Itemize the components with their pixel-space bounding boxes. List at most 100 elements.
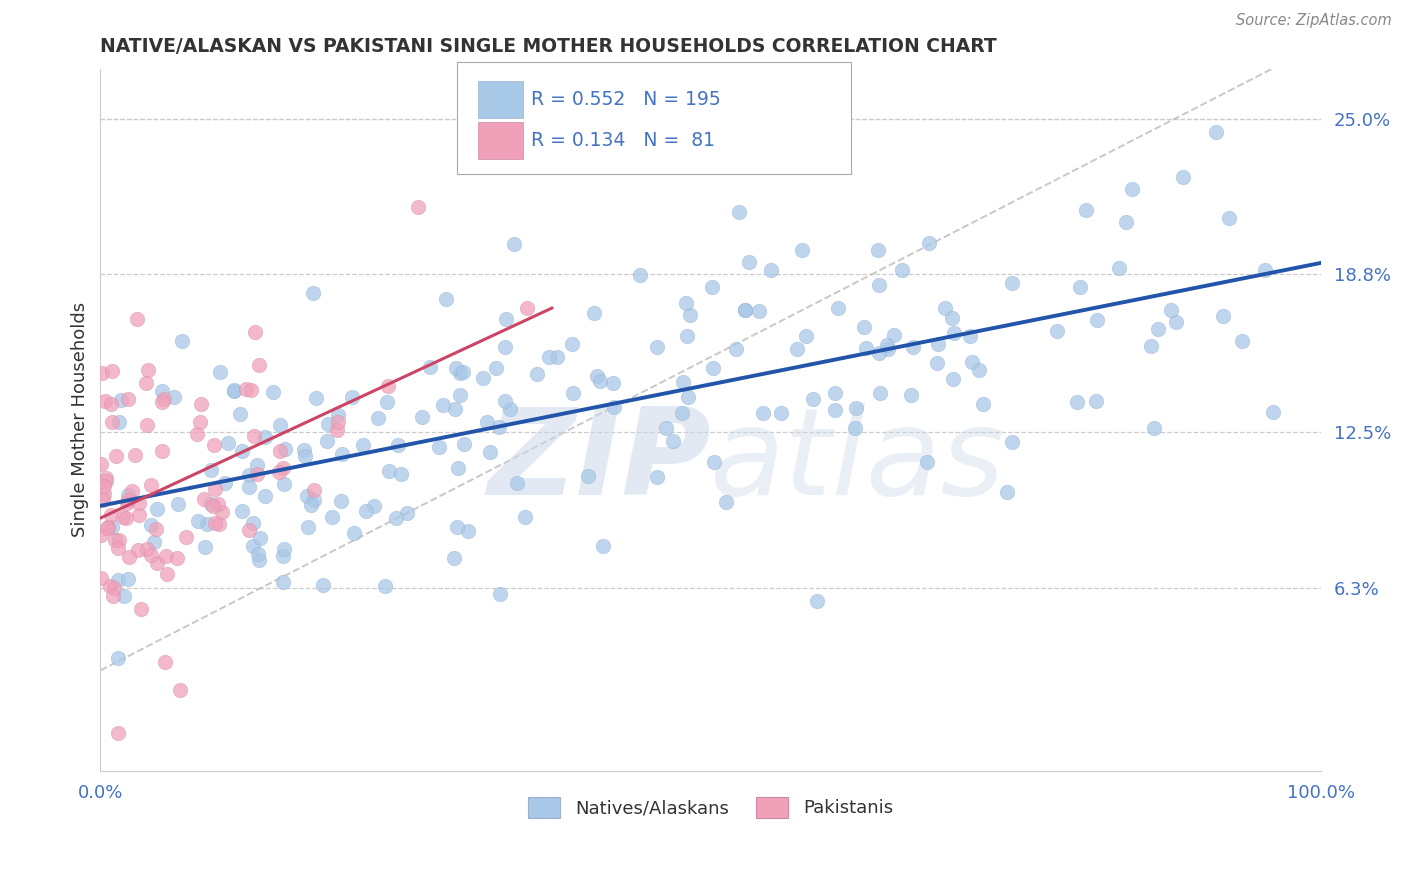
- Point: [352, 438, 374, 452]
- Point: [589, 374, 612, 388]
- Point: [302, 493, 325, 508]
- Point: [1076, 202, 1098, 217]
- Point: [506, 475, 529, 490]
- Point: [891, 263, 914, 277]
- Point: [115, 511, 138, 525]
- Point: [645, 470, 668, 484]
- Point: [326, 409, 349, 423]
- Point: [655, 421, 678, 435]
- Point: [883, 327, 905, 342]
- Point: [271, 574, 294, 589]
- Text: ZIP: ZIP: [486, 403, 710, 520]
- Point: [217, 435, 239, 450]
- Point: [228, 407, 250, 421]
- Point: [193, 491, 215, 506]
- Point: [972, 397, 994, 411]
- Point: [592, 539, 614, 553]
- Point: [603, 400, 626, 414]
- Point: [446, 520, 468, 534]
- Point: [98, 579, 121, 593]
- Point: [262, 385, 284, 400]
- Point: [585, 369, 607, 384]
- Point: [1001, 277, 1024, 291]
- Point: [737, 255, 759, 269]
- Point: [714, 495, 737, 509]
- Point: [202, 499, 225, 513]
- Point: [385, 511, 408, 525]
- Point: [107, 541, 129, 555]
- Point: [107, 573, 129, 587]
- Point: [235, 383, 257, 397]
- Point: [676, 391, 699, 405]
- Point: [363, 500, 385, 514]
- Point: [406, 200, 429, 214]
- Point: [1108, 260, 1130, 275]
- Point: [238, 523, 260, 537]
- Point: [582, 306, 605, 320]
- Point: [427, 440, 450, 454]
- Point: [1164, 315, 1187, 329]
- Point: [1212, 310, 1234, 324]
- Point: [901, 340, 924, 354]
- Point: [111, 510, 134, 524]
- Point: [239, 383, 262, 397]
- Point: [675, 296, 697, 310]
- Point: [855, 341, 877, 355]
- Point: [387, 438, 409, 452]
- Point: [419, 359, 441, 374]
- Point: [526, 367, 548, 381]
- Point: [942, 326, 965, 340]
- Point: [305, 391, 328, 405]
- Point: [269, 417, 291, 432]
- Point: [271, 549, 294, 564]
- Point: [90, 366, 112, 380]
- Text: atlas: atlas: [710, 403, 1005, 520]
- Point: [801, 392, 824, 406]
- Point: [246, 547, 269, 561]
- Point: [377, 379, 399, 393]
- Point: [488, 420, 510, 434]
- Point: [1254, 262, 1277, 277]
- Point: [127, 312, 149, 326]
- Point: [292, 442, 315, 457]
- Point: [127, 542, 149, 557]
- Point: [786, 342, 808, 356]
- Point: [515, 510, 537, 524]
- Point: [169, 683, 191, 698]
- Point: [499, 401, 522, 416]
- Point: [117, 488, 139, 502]
- Point: [959, 329, 981, 343]
- Point: [135, 418, 157, 433]
- Point: [824, 386, 846, 401]
- Point: [110, 392, 132, 407]
- Point: [868, 346, 890, 360]
- Point: [142, 534, 165, 549]
- Point: [101, 589, 124, 603]
- Point: [1160, 303, 1182, 318]
- Point: [444, 361, 467, 376]
- Point: [242, 516, 264, 530]
- Point: [312, 578, 335, 592]
- Point: [91, 493, 114, 508]
- Point: [340, 390, 363, 404]
- Point: [411, 409, 433, 424]
- Point: [443, 550, 465, 565]
- Point: [150, 395, 173, 409]
- Point: [1066, 395, 1088, 409]
- Point: [117, 392, 139, 407]
- Point: [876, 342, 898, 356]
- Point: [844, 420, 866, 434]
- Point: [246, 467, 269, 481]
- Point: [806, 593, 828, 607]
- Point: [769, 406, 792, 420]
- Point: [243, 429, 266, 443]
- Point: [671, 405, 693, 419]
- Point: [200, 463, 222, 477]
- Point: [128, 495, 150, 509]
- Point: [269, 443, 291, 458]
- Point: [915, 455, 938, 469]
- Point: [457, 524, 479, 538]
- Point: [927, 336, 949, 351]
- Point: [124, 448, 146, 462]
- Point: [117, 493, 139, 508]
